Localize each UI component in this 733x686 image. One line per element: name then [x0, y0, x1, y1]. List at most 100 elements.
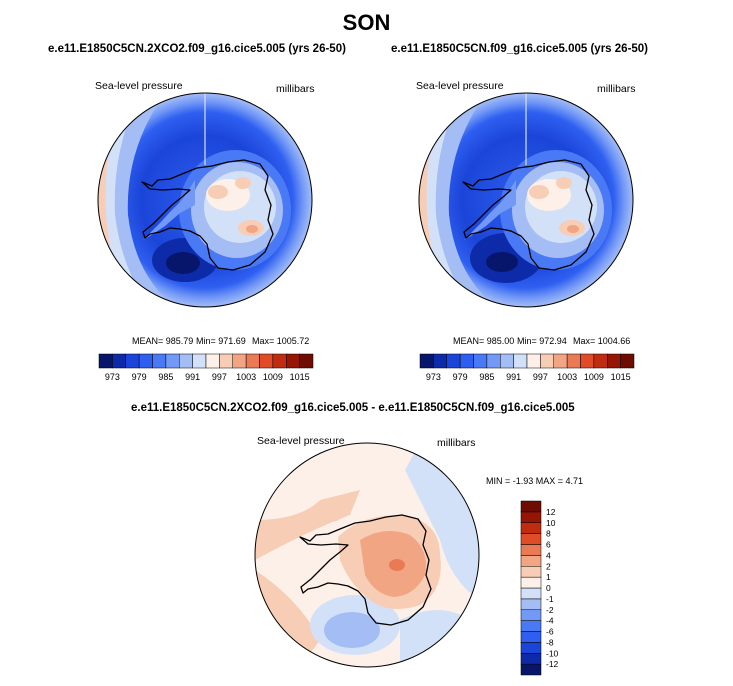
panel3-colorbar-label: -12 [546, 659, 559, 669]
panel2-colorbar-box [540, 353, 554, 369]
panel3-colorbar-box [520, 555, 542, 567]
panel3-field: Sea-level pressure [257, 435, 345, 447]
panel2-colorbar-box [500, 353, 514, 369]
panel2-colorbar-label: 973 [426, 372, 441, 382]
panel1-colorbar-box [179, 353, 193, 369]
panel3-map [254, 442, 480, 668]
panel3-colorbar-box [520, 631, 542, 643]
panel3-colorbar-label: -2 [546, 605, 554, 615]
panel3-colorbar-box [520, 663, 542, 676]
panel3-units: millibars [437, 437, 476, 449]
panel1-colorbar-box [192, 353, 207, 369]
panel1-colorbar-box [165, 353, 180, 369]
panel2-colorbar-box [473, 353, 488, 369]
panel1-colorbar-box [98, 353, 113, 369]
panel2-min: Min= 972.94 [517, 336, 567, 346]
panel1-colorbar-label: 997 [212, 372, 227, 382]
panel2-field: Sea-level pressure [416, 80, 504, 92]
panel3-colorbar-box [520, 620, 542, 632]
panel1-mean: MEAN= 985.79 [132, 336, 194, 346]
panel2-units: millibars [597, 83, 636, 95]
panel1-colorbar-label: 985 [158, 372, 173, 382]
panel1-colorbar-box [138, 353, 153, 369]
panel2-colorbar-box [459, 353, 474, 369]
panel2-colorbar-label: 997 [533, 372, 548, 382]
panel1-coastline [141, 159, 274, 271]
panel2-colorbar-label: 1009 [584, 372, 604, 382]
panel2-colorbar-box [593, 353, 608, 369]
panel1-colorbar-box [232, 353, 247, 369]
panel3-colorbar-label: 6 [546, 540, 551, 550]
main-title: SON [342, 10, 391, 35]
panel1-colorbar-label: 1015 [290, 372, 310, 382]
panel3-colorbar-label: 2 [546, 561, 551, 571]
panel3-colorbar-box [520, 566, 542, 578]
panel2-colorbar-box [607, 353, 621, 369]
panel1-colorbar-box [299, 353, 314, 369]
panel2-colorbar-label: 991 [506, 372, 521, 382]
panel2-colorbar-box [433, 353, 447, 369]
panel1-map [97, 92, 313, 308]
panel3-colorbar-box [520, 598, 542, 610]
panel2-map-border [418, 92, 634, 308]
panel3-colorbar-label: 10 [546, 518, 556, 528]
panel2-coastline [462, 159, 595, 271]
panel3-minmax: MIN = -1.93 MAX = 4.71 [486, 476, 584, 486]
panel2-colorbar-box [419, 353, 434, 369]
panel1-units: millibars [276, 83, 315, 95]
panel3-map-border [254, 442, 480, 668]
panel3-colorbar-label: -1 [546, 594, 554, 604]
panel1-title: e.e11.E1850C5CN.2XCO2.f09_g16.cice5.005 … [48, 43, 346, 55]
panel2-max: Max= 1004.66 [573, 336, 631, 346]
panel2-colorbar-box [553, 353, 568, 369]
panel1-field: Sea-level pressure [95, 80, 183, 92]
panel3-colorbar-box [520, 609, 542, 621]
panel3-colorbar-box [520, 544, 542, 556]
panel2-colorbar-box [446, 353, 461, 369]
panel1-colorbar-box [125, 353, 140, 369]
panel3-colorbar-box [520, 522, 542, 534]
panel3-colorbar-label: -10 [546, 648, 559, 658]
panel3-colorbar-box [520, 642, 542, 654]
panel2-colorbar-box [526, 353, 541, 369]
panel1-colorbar-box [152, 353, 167, 369]
panel2-title: e.e11.E1850C5CN.f09_g16.cice5.005 (yrs 2… [391, 43, 649, 55]
panel2-colorbar-label: 979 [453, 372, 468, 382]
panel1-colorbar-label: 1009 [263, 372, 283, 382]
panel1-colorbar-box [259, 353, 274, 369]
panel3-colorbar-label: 12 [546, 507, 556, 517]
panel3-colorbar-box [520, 511, 542, 523]
panel3-colorbar-box [520, 587, 542, 600]
panel2-colorbar-label: 985 [479, 372, 494, 382]
panel3-colorbar-box [520, 576, 542, 589]
panel3-colorbar-label: -6 [546, 627, 554, 637]
panel2-colorbar-label: 1003 [557, 372, 577, 382]
panel3-colorbar-label: 8 [546, 529, 551, 539]
panel3-colorbar-label: 4 [546, 550, 551, 560]
panel3-colorbar-box [520, 653, 542, 665]
panel1-max: Max= 1005.72 [252, 336, 310, 346]
panel2-colorbar-label: 1015 [611, 372, 631, 382]
panel1-colorbar-box [205, 353, 220, 369]
panel3-colorbar-box [520, 500, 542, 513]
panel2-colorbar-box [566, 353, 581, 369]
panel1-colorbar-box [112, 353, 126, 369]
panel1-colorbar-box [219, 353, 233, 369]
panel1-colorbar-box [272, 353, 287, 369]
panel2-map [418, 92, 634, 308]
panel3-colorbar-label: 1 [546, 572, 551, 582]
panel3-colorbar-box [520, 533, 542, 545]
panel2-colorbar-box [580, 353, 595, 369]
panel3-title: e.e11.E1850C5CN.2XCO2.f09_g16.cice5.005 … [131, 402, 575, 414]
panel1-colorbar-label: 979 [132, 372, 147, 382]
panel3-colorbar-label: -4 [546, 616, 554, 626]
panel3-colorbar-label: 0 [546, 583, 551, 593]
panel1-colorbar-label: 1003 [236, 372, 256, 382]
panel1-colorbar-label: 991 [185, 372, 200, 382]
panel3-coastline [299, 514, 432, 626]
panel2-colorbar-box [513, 353, 528, 369]
panel1-colorbar-label: 973 [105, 372, 120, 382]
panel2-mean: MEAN= 985.00 [453, 336, 515, 346]
panel2-colorbar-box [486, 353, 501, 369]
